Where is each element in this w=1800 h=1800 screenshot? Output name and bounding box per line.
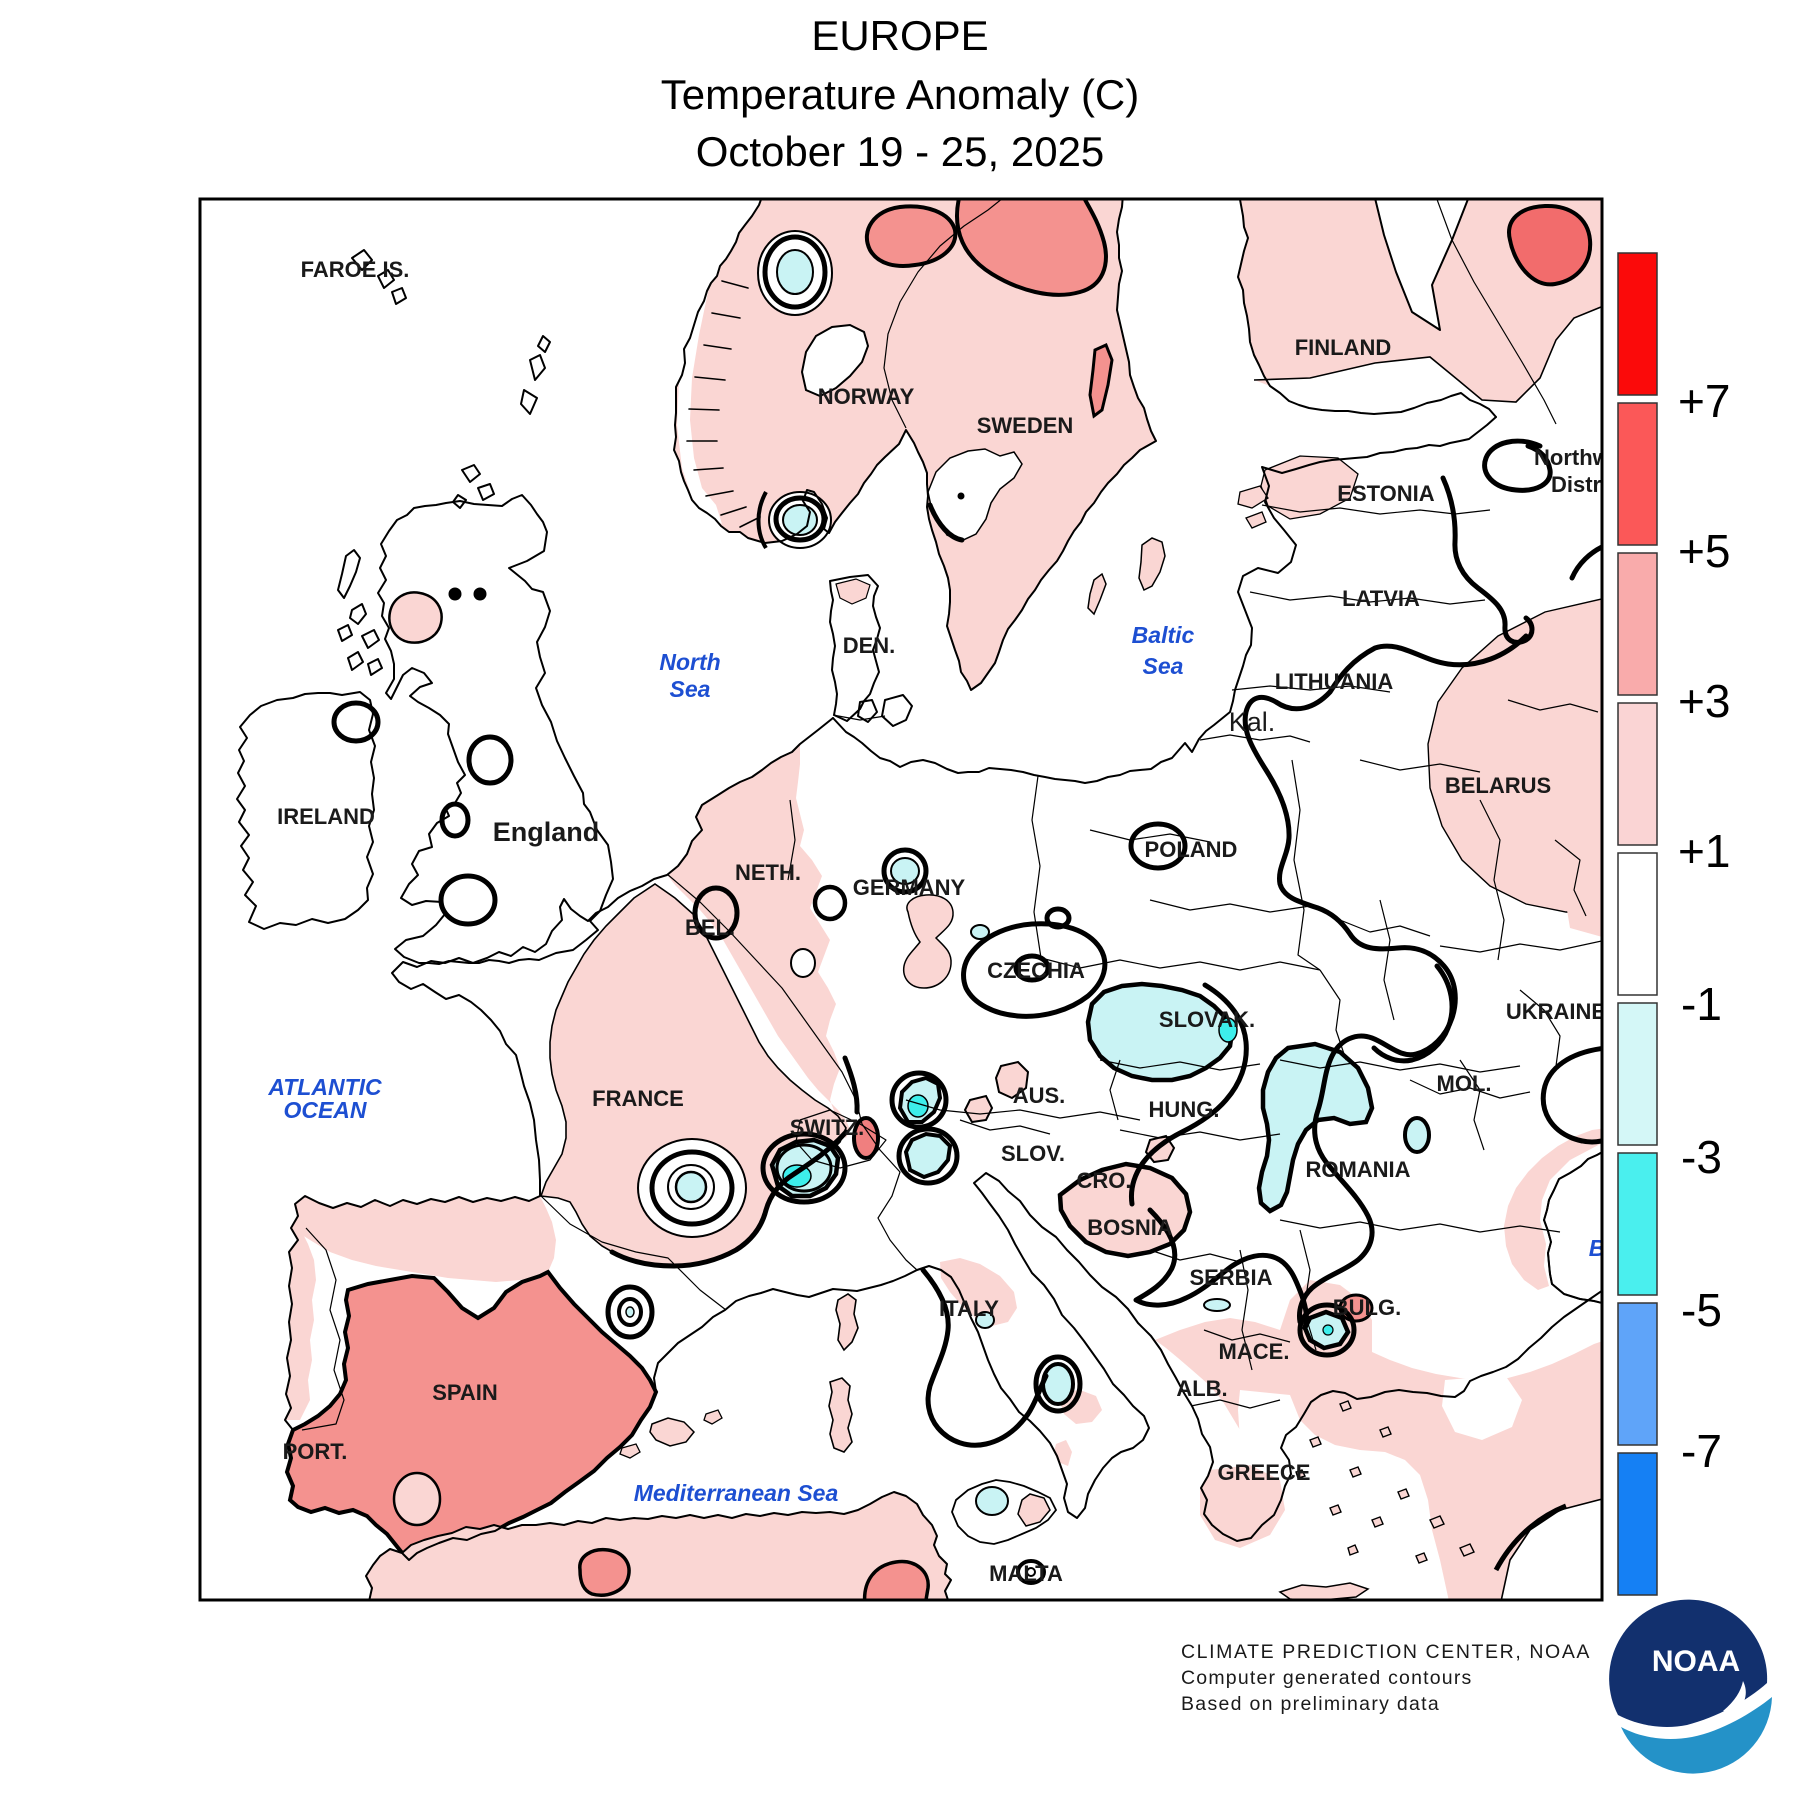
svg-text:ESTONIA: ESTONIA: [1337, 481, 1435, 506]
svg-text:PORT.: PORT.: [283, 1439, 348, 1464]
svg-text:MOL.: MOL.: [1437, 1071, 1492, 1096]
svg-text:Sea: Sea: [670, 676, 711, 702]
svg-text:FINLAND: FINLAND: [1295, 335, 1392, 360]
svg-text:October 19 - 25, 2025: October 19 - 25, 2025: [696, 128, 1105, 175]
svg-text:NOAA: NOAA: [1652, 1645, 1740, 1678]
svg-text:Mediterranean Sea: Mediterranean Sea: [634, 1480, 839, 1506]
svg-text:ALB.: ALB.: [1176, 1376, 1227, 1401]
svg-text:FRANCE: FRANCE: [592, 1086, 684, 1111]
svg-text:BEL.: BEL.: [685, 915, 735, 940]
svg-text:+3: +3: [1678, 675, 1730, 727]
svg-text:NORWAY: NORWAY: [818, 384, 915, 409]
svg-text:+7: +7: [1678, 375, 1730, 427]
svg-text:BOSNIA: BOSNIA: [1087, 1215, 1173, 1240]
svg-text:POLAND: POLAND: [1145, 837, 1238, 862]
svg-text:SLOVAK.: SLOVAK.: [1159, 1007, 1255, 1032]
svg-text:AUS.: AUS.: [1013, 1083, 1066, 1108]
svg-text:GERMANY: GERMANY: [853, 875, 966, 900]
svg-text:SLOV.: SLOV.: [1001, 1141, 1065, 1166]
svg-text:FAROE IS.: FAROE IS.: [301, 257, 410, 282]
svg-text:NETH.: NETH.: [735, 860, 801, 885]
svg-text:-1: -1: [1681, 978, 1722, 1030]
svg-text:Baltic: Baltic: [1132, 622, 1195, 648]
svg-text:BELARUS: BELARUS: [1445, 773, 1551, 798]
svg-text:Northw: Northw: [1534, 445, 1611, 470]
svg-text:Computer generated contours: Computer generated contours: [1181, 1667, 1472, 1689]
svg-text:OCEAN: OCEAN: [283, 1097, 366, 1123]
svg-text:CRO.: CRO.: [1077, 1168, 1132, 1193]
svg-text:MALTA: MALTA: [989, 1561, 1063, 1586]
svg-text:CLIMATE PREDICTION CENTER, NOA: CLIMATE PREDICTION CENTER, NOAA: [1181, 1641, 1591, 1663]
svg-text:+5: +5: [1678, 525, 1730, 577]
svg-text:Kal.: Kal.: [1229, 707, 1276, 737]
svg-text:SWITZ.: SWITZ.: [790, 1115, 865, 1140]
svg-text:England: England: [493, 817, 600, 847]
svg-text:LITHUANIA: LITHUANIA: [1275, 669, 1394, 694]
svg-text:-3: -3: [1681, 1131, 1722, 1183]
svg-text:SERBIA: SERBIA: [1189, 1265, 1272, 1290]
svg-text:CZECHIA: CZECHIA: [987, 958, 1085, 983]
svg-text:ATLANTIC: ATLANTIC: [267, 1074, 382, 1100]
svg-text:B: B: [1589, 1235, 1606, 1261]
svg-text:Temperature Anomaly (C): Temperature Anomaly (C): [661, 71, 1140, 118]
svg-text:Sea: Sea: [1143, 653, 1184, 679]
svg-text:SPAIN: SPAIN: [432, 1380, 498, 1405]
svg-text:EUROPE: EUROPE: [811, 12, 988, 59]
svg-text:ITALY: ITALY: [939, 1296, 999, 1321]
svg-text:UKRAINE: UKRAINE: [1506, 999, 1606, 1024]
svg-text:LATVIA: LATVIA: [1342, 586, 1420, 611]
svg-text:SWEDEN: SWEDEN: [977, 413, 1074, 438]
svg-text:+1: +1: [1678, 825, 1730, 877]
svg-text:-7: -7: [1681, 1425, 1722, 1477]
svg-text:MACE.: MACE.: [1219, 1339, 1290, 1364]
svg-text:BULG.: BULG.: [1333, 1295, 1401, 1320]
svg-text:-5: -5: [1681, 1284, 1722, 1336]
svg-text:Based on preliminary data: Based on preliminary data: [1181, 1693, 1440, 1715]
svg-text:HUNG.: HUNG.: [1149, 1097, 1220, 1122]
svg-text:DEN.: DEN.: [843, 633, 896, 658]
svg-text:North: North: [659, 649, 720, 675]
svg-text:GREECE: GREECE: [1218, 1460, 1311, 1485]
svg-text:IRELAND: IRELAND: [277, 804, 375, 829]
svg-text:ROMANIA: ROMANIA: [1305, 1157, 1410, 1182]
svg-text:Distri: Distri: [1551, 472, 1607, 497]
